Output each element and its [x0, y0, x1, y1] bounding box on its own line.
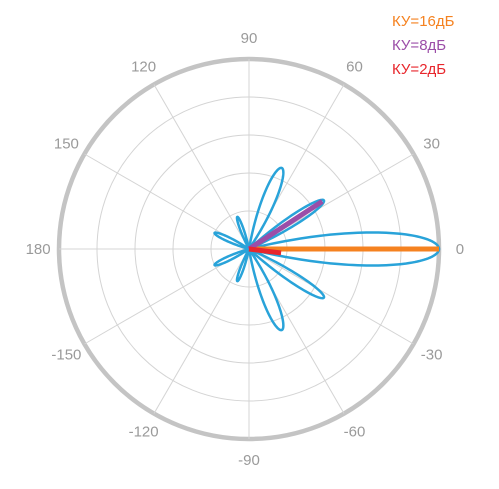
angle-tick-labels: 0 30 60 90 120 150 180 -150 -120 -90 -60 -30 [26, 30, 464, 469]
angle-tick-label: 120 [131, 58, 156, 75]
legend-entry: КУ=16дБ [392, 13, 455, 30]
gain-vector-3 [248, 246, 282, 256]
angle-tick-label: 0 [456, 241, 464, 258]
legend: КУ=16дБ КУ=8дБ КУ=2дБ [392, 13, 455, 78]
gain-vector-2 [247, 199, 324, 252]
angle-tick-label: -60 [344, 424, 366, 441]
angle-tick-label: -90 [238, 452, 260, 469]
grid-spoke [153, 248, 250, 414]
legend-entry: КУ=2дБ [392, 61, 446, 78]
angle-tick-label: 60 [346, 58, 363, 75]
angle-tick-label: -150 [51, 346, 81, 363]
grid-spoke [248, 248, 414, 345]
legend-entry: КУ=8дБ [392, 37, 446, 54]
gain-vectors [247, 199, 439, 256]
angle-tick-label: 180 [26, 241, 51, 258]
grid-spoke [153, 84, 250, 250]
angle-tick-label: 90 [241, 30, 258, 47]
angle-tick-label: -120 [129, 424, 159, 441]
angle-tick-label: -30 [421, 346, 443, 363]
angle-tick-label: 30 [423, 136, 440, 153]
angle-tick-label: 150 [54, 136, 79, 153]
